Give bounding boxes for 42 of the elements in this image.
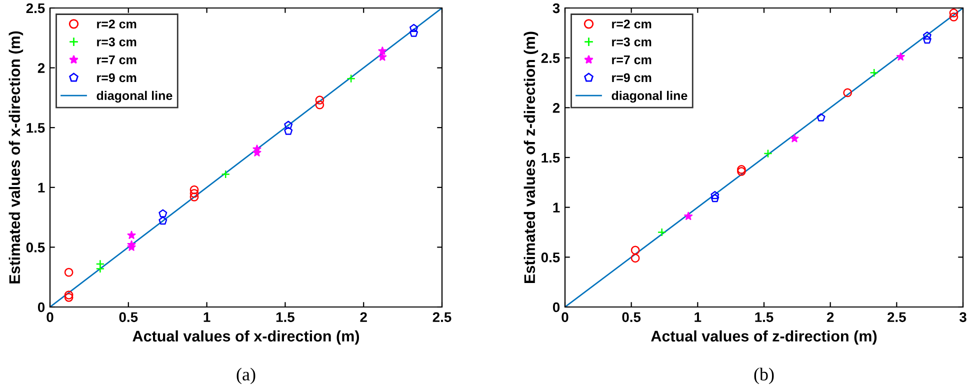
x-tick-label: 2.5: [887, 312, 906, 322]
text: (a): [236, 368, 256, 384]
x-tick-label: 2: [360, 312, 367, 322]
legend-label: r=9 cm: [612, 73, 652, 82]
x-tick-label: 1.5: [755, 312, 774, 322]
y-tick-label: 1: [553, 202, 560, 212]
legend-label: r=2 cm: [612, 20, 652, 28]
legend-label: diagonal line: [96, 90, 172, 103]
legend-label: r=2 cm: [97, 20, 136, 28]
y-tick-label: 2: [38, 63, 45, 73]
legend-label: r=7 cm: [612, 56, 652, 64]
y-tick-label: 1.5: [542, 152, 560, 163]
y-axis-title: Estimated values of x-direction (m): [8, 31, 24, 284]
text: (b): [754, 368, 774, 384]
y-axis-title: Estimated values of z-direction (m): [524, 32, 538, 283]
y-tick-label: 0.5: [26, 242, 45, 252]
y-tick-label: 0: [552, 302, 560, 312]
x-tick-label: 1.5: [276, 312, 294, 322]
y-tick-label: 2.5: [26, 3, 45, 14]
legend-label: diagonal line: [612, 90, 688, 103]
x-axis-title: Actual values of x-direction (m): [132, 330, 360, 345]
y-tick-label: 1.5: [26, 123, 45, 133]
y-tick-label: 2.5: [541, 53, 560, 64]
x-tick-label: 1: [694, 312, 702, 322]
legend-label: r=9 cm: [97, 73, 136, 82]
x-tick-label: 2: [826, 312, 834, 322]
x-tick-label: 1: [204, 312, 210, 322]
x-tick-label: 0: [46, 312, 54, 322]
x-tick-label: 0.5: [622, 312, 641, 322]
legend-label: r=3 cm: [97, 37, 136, 46]
y-tick-label: 0.5: [541, 252, 560, 262]
y-tick-label: 1: [38, 182, 45, 192]
x-axis-title: Actual values of z-direction (m): [651, 330, 877, 345]
x-tick-label: 2.5: [432, 312, 452, 322]
legend-label: r=3 cm: [612, 37, 652, 46]
x-tick-label: 3: [959, 312, 966, 322]
legend-label: r=7 cm: [97, 56, 136, 64]
y-tick-label: 0: [38, 302, 45, 312]
x-tick-label: 0: [562, 312, 568, 322]
y-tick-label: 2: [552, 103, 560, 113]
x-tick-label: 0.5: [119, 312, 138, 322]
y-tick-label: 3: [552, 3, 560, 14]
